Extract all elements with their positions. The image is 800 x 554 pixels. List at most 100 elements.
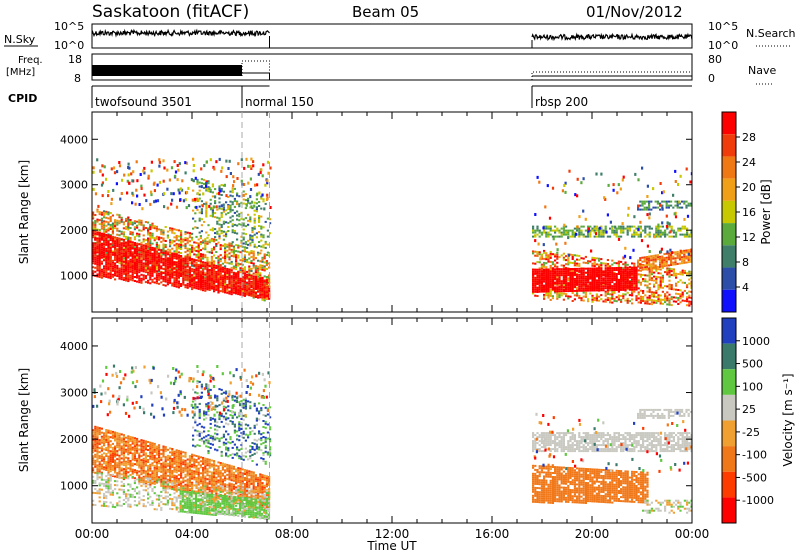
power-cell bbox=[648, 200, 651, 203]
power-cell bbox=[655, 277, 658, 280]
power-cell bbox=[204, 276, 207, 279]
power-cell bbox=[237, 246, 240, 249]
power-cell bbox=[197, 269, 200, 272]
power-cell bbox=[182, 199, 185, 203]
power-cell bbox=[675, 272, 678, 275]
nsky-tick-bottom: 10^0 bbox=[54, 39, 84, 52]
power-cell bbox=[103, 224, 106, 227]
power-cell bbox=[589, 267, 592, 270]
power-cell bbox=[136, 234, 139, 237]
power-cell bbox=[252, 275, 255, 278]
power-cell bbox=[683, 269, 686, 272]
power-cell bbox=[263, 253, 266, 256]
power-cell bbox=[532, 227, 535, 230]
power-cell bbox=[155, 250, 158, 253]
power-cell bbox=[556, 286, 559, 289]
power-cell bbox=[151, 272, 154, 275]
power-cell bbox=[609, 297, 612, 300]
power-cell bbox=[163, 166, 166, 170]
power-cell bbox=[181, 179, 184, 183]
power-cell bbox=[111, 235, 114, 238]
power-cell bbox=[169, 253, 172, 256]
power-cell bbox=[94, 230, 97, 233]
power-cell bbox=[191, 284, 194, 287]
power-cell bbox=[261, 283, 264, 286]
power-cell bbox=[633, 225, 636, 228]
power-cell bbox=[604, 269, 607, 272]
power-cell bbox=[166, 234, 169, 237]
power-cell bbox=[604, 287, 607, 290]
power-cell bbox=[251, 229, 254, 232]
power-cell bbox=[653, 279, 656, 282]
power-cell bbox=[659, 280, 662, 283]
power-cell bbox=[545, 294, 548, 297]
power-cell bbox=[269, 206, 272, 209]
power-cell bbox=[251, 237, 254, 240]
power-cell bbox=[686, 227, 689, 230]
velocity-cell bbox=[94, 445, 97, 448]
power-cell bbox=[685, 206, 688, 209]
power-cell bbox=[208, 281, 211, 283]
power-cell bbox=[262, 246, 265, 249]
velocity-cell bbox=[92, 443, 95, 446]
power-cell bbox=[573, 260, 576, 263]
power-cell bbox=[637, 265, 640, 268]
power-cell bbox=[192, 164, 195, 167]
power-cell bbox=[138, 275, 141, 278]
power-cell bbox=[573, 271, 576, 274]
power-cell bbox=[109, 253, 112, 256]
power-cell bbox=[584, 285, 587, 288]
power-cell bbox=[105, 271, 108, 274]
power-cell bbox=[237, 162, 240, 166]
power-cell bbox=[160, 232, 163, 235]
power-cell bbox=[258, 201, 261, 203]
velocity-cell bbox=[100, 431, 103, 434]
power-cell bbox=[217, 283, 220, 286]
power-cell bbox=[631, 282, 634, 285]
power-cell bbox=[259, 279, 262, 282]
power-cell bbox=[580, 267, 583, 270]
power-cell bbox=[195, 249, 198, 252]
power-cell bbox=[143, 166, 146, 170]
power-cell bbox=[198, 205, 201, 208]
power-cell bbox=[564, 181, 567, 185]
power-cell bbox=[219, 274, 222, 277]
power-cell bbox=[239, 289, 242, 292]
power-cell bbox=[160, 273, 163, 276]
power-cell bbox=[184, 161, 187, 165]
power-cell bbox=[198, 185, 201, 188]
velocity-cell bbox=[107, 471, 110, 474]
power-cell bbox=[230, 289, 233, 292]
power-cell bbox=[549, 233, 552, 236]
power-cell bbox=[109, 216, 112, 218]
power-cell bbox=[114, 268, 117, 271]
power-cell bbox=[534, 294, 537, 297]
power-cell bbox=[545, 278, 548, 281]
power-cell bbox=[231, 215, 234, 218]
power-cell bbox=[265, 293, 268, 296]
power-cell bbox=[547, 272, 550, 275]
power-cell bbox=[103, 235, 106, 238]
power-cell bbox=[567, 259, 570, 262]
power-cell bbox=[241, 276, 244, 279]
power-cell bbox=[617, 267, 620, 269]
power-cell bbox=[584, 295, 587, 298]
power-cell bbox=[217, 281, 220, 284]
power-cell bbox=[560, 274, 563, 277]
nsky-trace-segment bbox=[91, 28, 270, 38]
power-cell bbox=[94, 226, 97, 228]
power-cell bbox=[232, 273, 235, 276]
power-cell bbox=[609, 265, 612, 268]
velocity-cell bbox=[96, 434, 99, 437]
power-cell bbox=[120, 252, 123, 255]
power-cell bbox=[227, 230, 230, 232]
power-cell bbox=[96, 210, 99, 213]
power-cell bbox=[213, 167, 216, 171]
power-cell bbox=[254, 269, 257, 272]
power-cell bbox=[554, 253, 557, 256]
power-cell bbox=[265, 281, 268, 284]
power-cell bbox=[220, 188, 223, 190]
power-cell bbox=[576, 227, 579, 230]
power-cell bbox=[672, 270, 675, 273]
power-cell bbox=[206, 262, 209, 265]
